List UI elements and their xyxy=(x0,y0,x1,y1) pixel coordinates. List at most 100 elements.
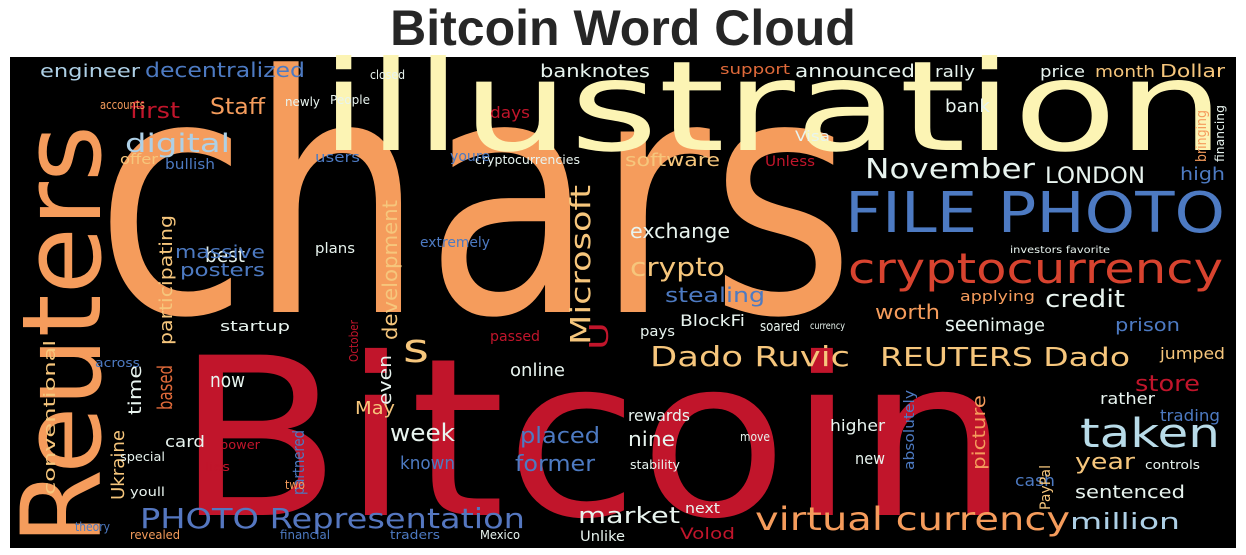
cloud-word: nine xyxy=(628,427,675,451)
cloud-word: BlockFi xyxy=(680,311,745,330)
cloud-word: closed xyxy=(370,68,405,82)
cloud-word: partnered xyxy=(289,430,308,495)
cloud-word: trading xyxy=(1160,406,1220,425)
cloud-word: online xyxy=(510,360,565,381)
cloud-word: youre xyxy=(450,149,490,165)
cloud-word: People xyxy=(330,93,370,107)
cloud-word: special xyxy=(120,450,165,464)
cloud-word: controls xyxy=(1145,458,1200,472)
cloud-word: newly xyxy=(285,95,320,109)
cloud-word: stealing xyxy=(665,283,765,307)
cloud-word: jumped xyxy=(1159,344,1225,363)
cloud-word: currency xyxy=(810,321,845,332)
cloud-word: Unless xyxy=(765,154,815,170)
cloud-word: passed xyxy=(490,329,540,345)
cloud-word: massive xyxy=(175,242,265,263)
cloud-word: store xyxy=(1135,372,1200,397)
cloud-word: bringing xyxy=(1194,110,1210,162)
cloud-word: LONDON xyxy=(1045,164,1145,189)
cloud-word: high xyxy=(1180,164,1225,185)
cloud-word: participating xyxy=(156,215,177,345)
cloud-word: engineer xyxy=(40,61,141,82)
cloud-word: users xyxy=(315,150,360,166)
cloud-word: PayPal xyxy=(1038,465,1054,510)
cloud-word: October xyxy=(347,320,361,362)
cloud-word: days xyxy=(490,103,530,122)
cloud-word: theory xyxy=(75,520,110,534)
cloud-word: former xyxy=(515,452,596,477)
cloud-word: PHOTO Representation xyxy=(140,502,525,535)
cloud-word: year xyxy=(1075,450,1136,475)
cloud-word: conventional xyxy=(40,340,59,495)
cloud-word: traders xyxy=(390,528,440,542)
cloud-word: Dollar xyxy=(1160,61,1226,82)
cloud-background xyxy=(10,57,1236,548)
cloud-word: bank xyxy=(945,96,991,117)
cloud-word: taken xyxy=(1080,411,1220,457)
cloud-word: software xyxy=(625,150,720,171)
cloud-word: announced xyxy=(795,61,915,82)
cloud-word: Staff xyxy=(210,95,266,120)
cloud-word: new xyxy=(855,449,885,468)
cloud-word: support xyxy=(720,62,791,78)
cloud-word: digital xyxy=(125,129,230,159)
cloud-word: s xyxy=(403,326,429,372)
cloud-word: worth xyxy=(875,300,940,324)
cloud-word: even xyxy=(375,355,396,405)
cloud-word: REUTERS Dado xyxy=(880,343,1130,373)
cloud-word: image xyxy=(990,315,1045,336)
cloud-word: stability xyxy=(630,458,680,472)
cloud-word: lies xyxy=(205,460,230,474)
cloud-word: based xyxy=(153,365,177,410)
cloud-word: time xyxy=(125,365,146,415)
cloud-word: placed xyxy=(520,424,600,449)
cloud-word: higher xyxy=(830,416,885,435)
cloud-word: extremely xyxy=(420,235,490,251)
cloud-word: financing xyxy=(1213,105,1227,162)
cloud-word: financial xyxy=(280,528,330,542)
cloud-word: November xyxy=(865,152,1036,185)
cloud-word: cash xyxy=(1015,471,1055,490)
cloud-word: Volod xyxy=(680,524,735,543)
cloud-word: absolutely xyxy=(902,390,918,470)
cloud-word: price xyxy=(1040,62,1085,81)
cloud-word: exchange xyxy=(630,219,730,243)
cloud-word: million xyxy=(1070,510,1180,535)
cloud-word: across xyxy=(95,356,140,370)
cloud-word: offer xyxy=(120,152,158,168)
cloud-word: posters xyxy=(180,260,265,281)
cloud-word: first xyxy=(130,99,180,124)
cloud-word: week xyxy=(390,419,455,447)
chart-title: Bitcoin Word Cloud xyxy=(390,0,856,56)
cloud-word: rewards xyxy=(628,406,690,425)
cloud-word: startup xyxy=(220,319,290,335)
cloud-word: accounts xyxy=(100,98,145,112)
cloud-word: next xyxy=(685,501,721,517)
cloud-word: May xyxy=(355,398,395,419)
cloud-word: Bitcoin xyxy=(175,311,1010,555)
cloud-word: Dado Ruvic xyxy=(650,340,850,373)
cloud-word: rally xyxy=(935,62,975,81)
cloud-word: rather xyxy=(1100,389,1155,408)
cloud-word: picture xyxy=(969,395,990,470)
cloud-word: Microsoft xyxy=(564,185,597,345)
cloud-word: card xyxy=(165,432,205,451)
cloud-word: market xyxy=(578,504,680,529)
cloud-word: investors favorite xyxy=(1010,245,1110,256)
cloud-word: sentenced xyxy=(1075,482,1185,503)
cloud-word: Ukraine xyxy=(108,430,129,500)
cloud-word: credit xyxy=(1045,285,1125,313)
cloud-word: known xyxy=(400,453,455,474)
cloud-word: illustration xyxy=(320,35,1225,180)
cloud-word: power xyxy=(220,438,260,452)
cloud-word: cryptocurrency xyxy=(848,244,1223,293)
cloud-word: month xyxy=(1095,62,1155,81)
cloud-word: now xyxy=(210,368,245,392)
cloud-word: development xyxy=(378,200,402,340)
cloud-word: Reuters xyxy=(0,125,126,545)
cloud-word: prison xyxy=(1115,315,1180,336)
cloud-word: youll xyxy=(130,485,165,499)
cloud-word: chars xyxy=(95,6,855,390)
cloud-word: move xyxy=(740,430,770,444)
